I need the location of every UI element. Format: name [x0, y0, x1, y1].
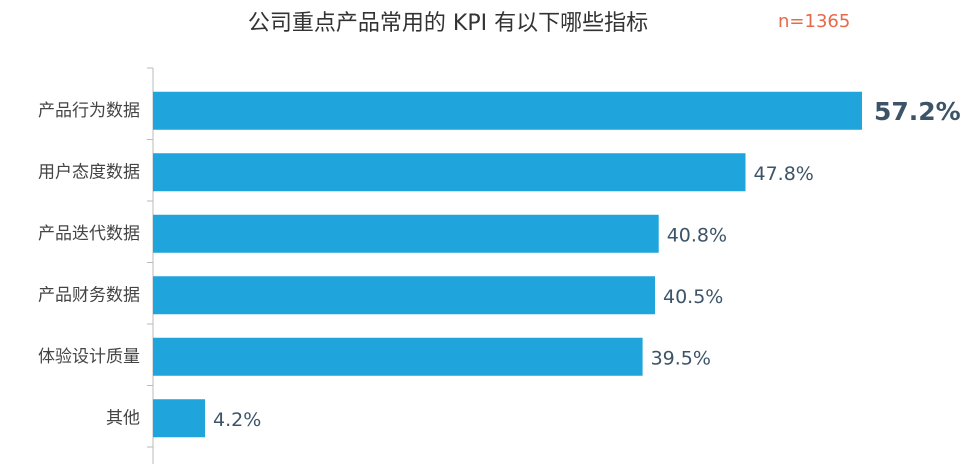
bar [153, 214, 659, 253]
bar [153, 337, 643, 376]
value-label: 40.8% [667, 224, 727, 246]
bar [153, 153, 746, 192]
chart-title: 公司重点产品常用的 KPI 有以下哪些指标 [248, 11, 648, 36]
category-label: 产品财务数据 [38, 285, 140, 305]
bar [153, 91, 862, 130]
value-label: 4.2% [213, 409, 261, 431]
value-label: 40.5% [663, 286, 723, 308]
bar [153, 399, 206, 438]
category-label: 产品行为数据 [38, 101, 140, 121]
value-label: 47.8% [753, 163, 813, 185]
bar [153, 276, 656, 315]
value-label: 39.5% [651, 347, 711, 369]
category-label: 产品迭代数据 [38, 224, 140, 244]
category-label: 体验设计质量 [38, 347, 140, 367]
category-label: 其他 [106, 408, 140, 428]
value-label: 57.2% [874, 97, 961, 126]
category-label: 用户态度数据 [38, 162, 140, 182]
sample-size: n=1365 [778, 11, 850, 32]
